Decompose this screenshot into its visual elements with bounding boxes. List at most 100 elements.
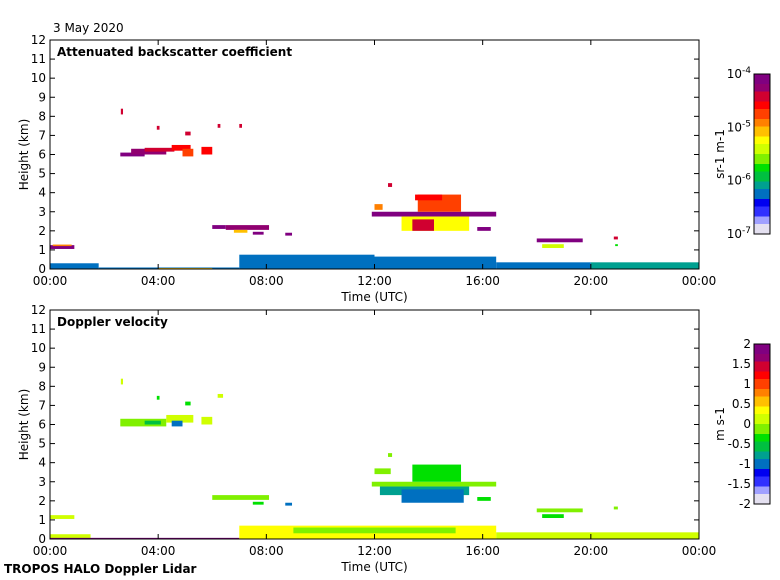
colorbar-segment <box>754 366 770 370</box>
colorbar-segment <box>754 481 770 485</box>
colorbar-segment <box>754 131 770 135</box>
y-tick-label: 7 <box>38 128 46 142</box>
colorbar-segment <box>754 464 770 467</box>
y-tick-label: 10 <box>31 341 46 355</box>
data-cell <box>252 501 264 505</box>
y-tick-label: 5 <box>38 167 46 181</box>
colorbar-segment <box>754 401 770 405</box>
data-cell <box>477 497 491 501</box>
y-tick-label: 5 <box>38 437 46 451</box>
colorbar-segment <box>754 96 770 100</box>
colorbar-segment <box>754 134 770 137</box>
colorbar-segment <box>754 499 770 502</box>
colorbar-tick-base: -2 <box>739 497 751 511</box>
colorbar-segment <box>754 201 770 205</box>
data-cell <box>144 420 161 425</box>
colorbar-segment <box>754 359 770 362</box>
data-cell <box>50 263 99 269</box>
colorbar-segment <box>754 434 770 437</box>
colorbar-segment <box>754 486 770 490</box>
colorbar-segment <box>754 169 770 172</box>
colorbar-segment <box>754 364 770 367</box>
colorbar-segment <box>754 391 770 395</box>
colorbar-segment <box>754 181 770 185</box>
colorbar-segment <box>754 136 770 140</box>
x-tick-label: 16:00 <box>465 274 500 288</box>
colorbar-segment <box>754 449 770 452</box>
colorbar-segment <box>754 411 770 415</box>
colorbar-segment <box>754 484 770 487</box>
data-cell <box>156 395 160 400</box>
colorbar-segment <box>754 369 770 372</box>
y-tick-label: 2 <box>38 494 46 508</box>
colorbar-segment <box>754 141 770 145</box>
colorbar-label: sr-1 m-1 <box>713 129 727 179</box>
x-tick-label: 12:00 <box>357 274 392 288</box>
data-cell <box>542 244 564 249</box>
colorbar-tick-base: 1 <box>743 377 751 391</box>
colorbar-tick-base: 1.5 <box>732 357 751 371</box>
colorbar-frame <box>753 73 771 235</box>
data-cell <box>415 194 443 201</box>
colorbar-segment <box>754 361 770 365</box>
data-cell <box>536 238 583 243</box>
y-tick-label: 8 <box>38 379 46 393</box>
data-cell <box>590 262 699 269</box>
y-tick-label: 3 <box>38 475 46 489</box>
colorbar-segment <box>754 381 770 385</box>
data-cell <box>371 481 497 487</box>
colorbar-frame <box>753 343 771 505</box>
data-cell <box>182 148 194 157</box>
colorbar-segment <box>754 144 770 147</box>
colorbar-segment <box>754 216 770 220</box>
x-tick-label: 00:00 <box>33 274 68 288</box>
colorbar-tick-label: 10-4 <box>727 66 752 81</box>
data-cell <box>613 506 618 510</box>
colorbar-tick-label: 0.5 <box>732 397 751 411</box>
colorbar-segment <box>754 414 770 417</box>
colorbar-segment <box>754 461 770 465</box>
data-cell <box>496 532 699 539</box>
colorbar-tick-exp: -5 <box>742 119 751 129</box>
colorbar-segment <box>754 406 770 410</box>
colorbar-segment <box>754 126 770 130</box>
colorbar-segment <box>754 444 770 447</box>
y-tick-label: 11 <box>31 52 46 66</box>
y-tick-label: 0 <box>38 262 46 276</box>
x-axis-label: Time (UTC) <box>340 560 407 574</box>
colorbar-tick-label: 10-7 <box>727 226 751 241</box>
data-cell <box>52 244 72 247</box>
x-axis-label: Time (UTC) <box>340 290 407 304</box>
colorbar-segment <box>754 426 770 430</box>
colorbar-segment <box>754 356 770 360</box>
colorbar-tick-label: -1.5 <box>728 477 751 491</box>
colorbar-segment <box>754 119 770 122</box>
colorbar-segment <box>754 429 770 432</box>
colorbar-segment <box>754 454 770 457</box>
y-axis-label: Height (km) <box>17 389 31 460</box>
colorbar-segment <box>754 116 770 120</box>
colorbar-segment <box>754 79 770 82</box>
colorbar-segment <box>754 81 770 85</box>
data-cell <box>120 378 124 385</box>
colorbar-tick-label: 1.5 <box>732 357 751 371</box>
y-tick-label: 9 <box>38 90 46 104</box>
colorbar-segment <box>754 121 770 125</box>
data-cell <box>185 131 191 136</box>
colorbar-segment <box>754 111 770 115</box>
data-cell <box>388 453 393 457</box>
colorbar-segment <box>754 221 770 225</box>
y-tick-label: 11 <box>31 322 46 336</box>
colorbar-segment <box>754 451 770 455</box>
data-cell <box>171 144 191 151</box>
data-cell <box>144 147 175 152</box>
colorbar-segment <box>754 189 770 192</box>
colorbar-segment <box>754 176 770 180</box>
colorbar-segment <box>754 149 770 152</box>
y-tick-label: 2 <box>38 224 46 238</box>
colorbar-segment <box>754 171 770 175</box>
panel-title: Doppler velocity <box>57 315 168 329</box>
colorbar-segment <box>754 496 770 500</box>
y-tick-label: 12 <box>31 33 46 47</box>
